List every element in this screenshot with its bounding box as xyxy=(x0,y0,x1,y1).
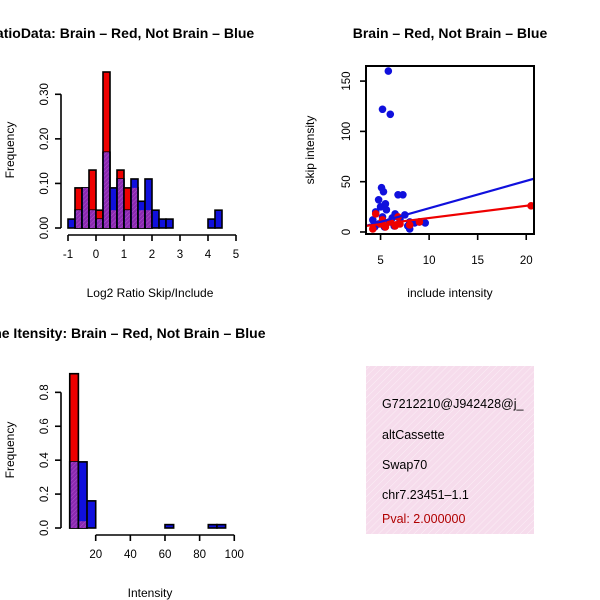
overlap-bar xyxy=(125,210,130,228)
x-tick-label: 40 xyxy=(124,549,137,561)
overlap-bar xyxy=(118,178,123,228)
intensity-bars xyxy=(68,372,227,529)
intensity-histogram: Gene Itensity: Brain – Red, Not Brain – … xyxy=(0,325,266,600)
not-brain-bar xyxy=(216,523,227,529)
not-brain-point xyxy=(382,206,391,214)
scatter-y-axis-label: skip intensity xyxy=(303,116,317,185)
brain-fit-line xyxy=(366,203,534,228)
not-brain-point xyxy=(384,67,393,75)
y-tick-label: 0.4 xyxy=(39,452,51,469)
not-brain-bar xyxy=(67,218,76,229)
event-id-text: G7212210@J942428@j_ xyxy=(382,397,525,411)
not-brain-point xyxy=(378,105,387,114)
scatter-plot-area xyxy=(366,67,534,233)
y-tick-label: 0 xyxy=(341,229,353,235)
x-tick-label: 100 xyxy=(225,549,244,561)
y-tick-label: 0.6 xyxy=(39,418,51,434)
intensity-y-axis-label: Frequency xyxy=(3,422,17,479)
intensity-x-axis-label: Intensity xyxy=(128,586,173,600)
x-tick-label: -1 xyxy=(63,249,73,261)
brain-point xyxy=(368,225,377,233)
y-tick-label: 0.2 xyxy=(39,486,51,502)
overlap-bar xyxy=(132,187,137,228)
y-tick-label: 0.20 xyxy=(39,128,51,150)
overlap-bar xyxy=(97,219,102,228)
y-tick-label: 0.00 xyxy=(39,217,51,239)
ratio-bars xyxy=(67,71,223,229)
not-brain-fit-line xyxy=(366,177,534,228)
x-tick-label: 10 xyxy=(423,255,436,267)
x-tick-label: 0 xyxy=(93,249,99,261)
brain-point xyxy=(371,210,380,218)
brain-point xyxy=(405,221,414,229)
not-brain-point xyxy=(386,110,395,119)
x-tick-label: 60 xyxy=(159,549,172,561)
x-tick-label: 1 xyxy=(121,249,127,261)
scatter-chart-title: Brain – Red, Not Brain – Blue xyxy=(353,25,548,41)
not-brain-point xyxy=(368,216,377,224)
x-tick-label: 5 xyxy=(377,255,383,267)
not-brain-bar xyxy=(207,523,218,529)
scatter-x-axis-label: include intensity xyxy=(407,286,492,300)
location-text: chr7.23451–1.1 xyxy=(382,488,469,502)
y-tick-label: 0.8 xyxy=(39,384,51,400)
scatter-axes: 5 10 15 20 0 50 100 150 xyxy=(341,65,535,267)
not-brain-point xyxy=(376,203,385,211)
x-tick-label: 3 xyxy=(177,249,183,261)
not-brain-point xyxy=(399,190,407,199)
brain-point xyxy=(381,223,390,231)
overlap-bar xyxy=(90,210,95,228)
intensity-scatter: Brain – Red, Not Brain – Blue include in… xyxy=(303,25,547,300)
overlap-bar xyxy=(70,461,78,528)
x-tick-label: 5 xyxy=(233,249,239,261)
overlap-bar xyxy=(76,210,81,228)
pval-text: Pval: 2.000000 xyxy=(382,512,465,526)
not-brain-bar xyxy=(86,500,97,529)
ratio-x-axis-label: Log2 Ratio Skip/Include xyxy=(87,286,214,300)
info-panel-background xyxy=(366,366,534,534)
not-brain-point xyxy=(421,219,430,227)
x-tick-label: 20 xyxy=(89,549,102,561)
not-brain-bar xyxy=(165,218,174,229)
gene-name-text: Swap70 xyxy=(382,458,427,472)
overlap-bar xyxy=(104,152,109,228)
not-brain-bar xyxy=(151,209,160,229)
not-brain-bar xyxy=(207,218,216,229)
y-tick-label: 0.0 xyxy=(39,520,51,536)
overlap-bar xyxy=(139,210,144,228)
not-brain-bar xyxy=(164,523,175,529)
ratio-axes: -1 0 1 2 3 4 5 0.00 0.10 0.20 0.30 xyxy=(39,83,239,261)
x-tick-label: 20 xyxy=(520,255,533,267)
y-tick-label: 100 xyxy=(341,122,353,141)
x-tick-label: 15 xyxy=(471,255,484,267)
overlap-bar xyxy=(111,210,116,228)
event-type-text: altCassette xyxy=(382,428,445,442)
ratio-y-axis-label: Frequency xyxy=(3,122,17,179)
x-tick-label: 80 xyxy=(193,549,206,561)
y-tick-label: 50 xyxy=(341,175,353,188)
info-panel: G7212210@J942428@j_ altCassette Swap70 c… xyxy=(366,366,534,534)
not-brain-bar xyxy=(158,218,167,229)
x-tick-label: 4 xyxy=(205,249,212,261)
not-brain-bar xyxy=(214,209,223,229)
intensity-axes: 20 40 60 80 100 0.0 0.2 0.4 0.6 0.8 xyxy=(39,384,244,561)
y-tick-label: 0.30 xyxy=(39,83,51,105)
overlap-bar xyxy=(146,210,151,228)
y-tick-label: 150 xyxy=(341,71,353,90)
y-tick-label: 0.10 xyxy=(39,172,51,194)
not-brain-point xyxy=(374,195,383,204)
overlap-bar xyxy=(83,187,88,228)
plot-frame xyxy=(365,65,535,235)
not-brain-point xyxy=(379,187,388,196)
intensity-chart-title: Gene Itensity: Brain – Red, Not Brain – … xyxy=(0,325,266,341)
overlap-bar xyxy=(79,521,87,528)
x-tick-label: 2 xyxy=(149,249,155,261)
ratio-histogram: RatioData: Brain – Red, Not Brain – Blue… xyxy=(0,25,254,300)
ratio-chart-title: RatioData: Brain – Red, Not Brain – Blue xyxy=(0,25,254,41)
not-brain-bar xyxy=(77,461,88,529)
scatter-marks xyxy=(366,67,534,233)
